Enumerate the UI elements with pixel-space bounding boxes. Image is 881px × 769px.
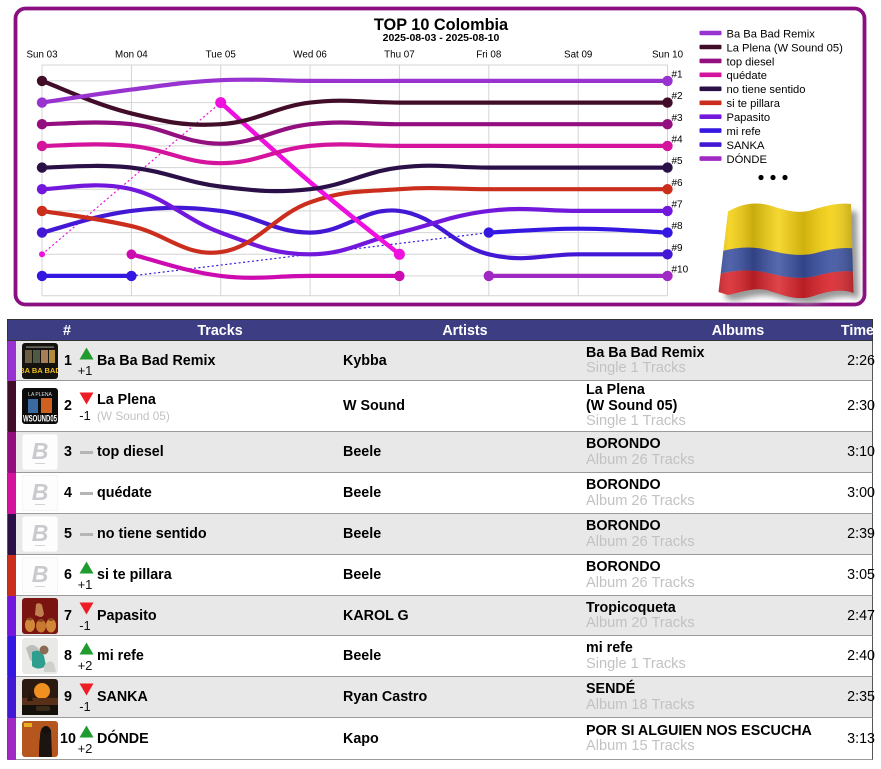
svg-text:#3: #3 (672, 113, 684, 124)
svg-text:DÓNDE: DÓNDE (727, 153, 767, 166)
svg-text:TOP 10 Colombia: TOP 10 Colombia (374, 16, 509, 34)
svg-text:#6: #6 (672, 178, 684, 189)
svg-text:mi refe: mi refe (727, 126, 761, 138)
svg-text:#1: #1 (672, 70, 684, 81)
svg-text:#2: #2 (672, 91, 684, 102)
svg-text:LA PLENA: LA PLENA (28, 392, 52, 398)
svg-text:Sun 10: Sun 10 (652, 50, 684, 61)
svg-text:quédate: quédate (727, 70, 767, 82)
svg-text:Sun 03: Sun 03 (26, 50, 58, 61)
svg-text:Thu 07: Thu 07 (384, 50, 415, 61)
svg-text:top diesel: top diesel (727, 56, 775, 68)
svg-text:SANKA: SANKA (727, 140, 765, 152)
svg-text:Mon 04: Mon 04 (115, 50, 148, 61)
svg-text:si te pillara: si te pillara (727, 98, 781, 110)
svg-text:WSOUND05: WSOUND05 (23, 414, 57, 424)
svg-text:Tue 05: Tue 05 (206, 50, 237, 61)
svg-text:Sat 09: Sat 09 (564, 50, 592, 61)
svg-text:B: B (32, 561, 49, 587)
svg-text:B: B (32, 479, 49, 505)
svg-text:2025-08-03 - 2025-08-10: 2025-08-03 - 2025-08-10 (383, 32, 500, 44)
svg-text:Wed 06: Wed 06 (293, 50, 327, 61)
svg-text:B: B (32, 438, 49, 464)
svg-text:#5: #5 (672, 156, 684, 167)
svg-text:no tiene sentido: no tiene sentido (727, 84, 806, 96)
svg-text:La Plena (W Sound 05): La Plena (W Sound 05) (727, 42, 844, 54)
svg-text:BA BA BAD: BA BA BAD (22, 366, 58, 375)
svg-text:B: B (32, 520, 49, 546)
svg-text:#7: #7 (672, 200, 684, 211)
svg-text:#8: #8 (672, 221, 684, 232)
svg-text:Ba Ba Bad Remix: Ba Ba Bad Remix (727, 28, 816, 40)
svg-text:#10: #10 (672, 265, 689, 276)
svg-text:Fri 08: Fri 08 (476, 50, 502, 61)
svg-text:#4: #4 (672, 135, 684, 146)
svg-text:#9: #9 (672, 243, 684, 254)
svg-text:Papasito: Papasito (727, 112, 771, 124)
